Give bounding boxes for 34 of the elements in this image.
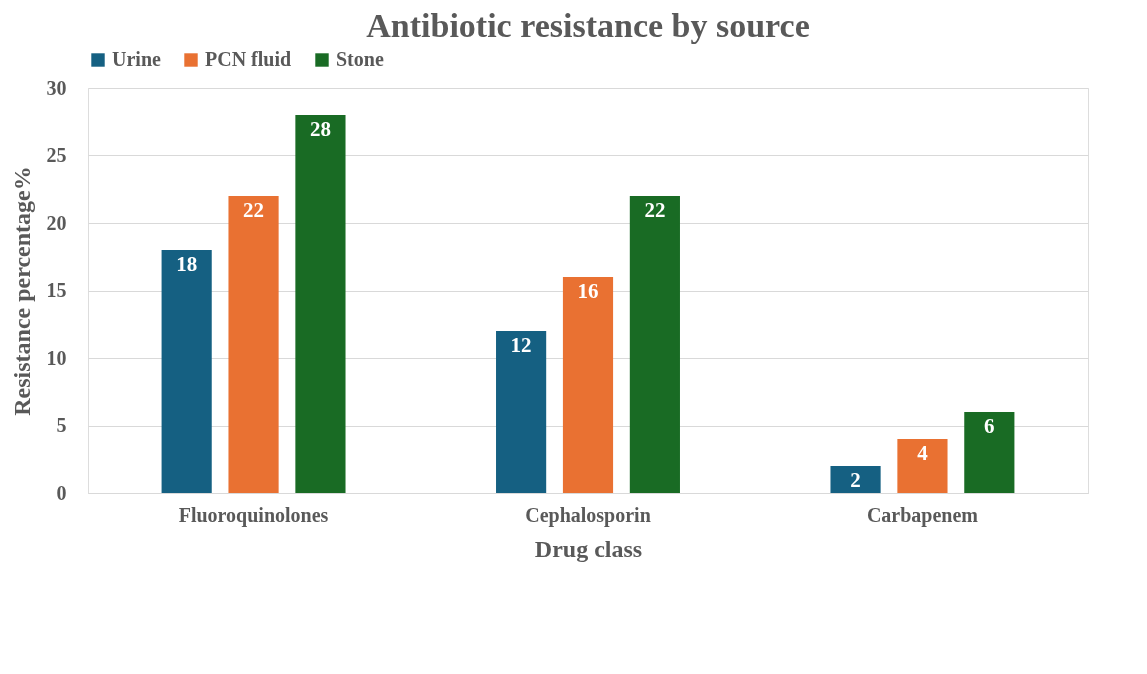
bar bbox=[161, 250, 212, 493]
bar bbox=[295, 115, 346, 493]
y-tick-label: 30 bbox=[46, 76, 67, 99]
y-tick-label: 5 bbox=[56, 414, 67, 436]
y-tick-label: 20 bbox=[46, 211, 67, 234]
bar bbox=[496, 331, 547, 493]
x-tick-label: Cephalosporin bbox=[525, 503, 651, 527]
y-axis-title: Resistance percentage% bbox=[8, 166, 35, 416]
legend-label: Stone bbox=[336, 48, 384, 70]
data-label: 4 bbox=[917, 441, 929, 465]
bar bbox=[830, 466, 881, 493]
bar bbox=[964, 412, 1015, 493]
legend-label: Urine bbox=[112, 48, 161, 70]
chart-title: Antibiotic resistance by source bbox=[366, 7, 810, 44]
y-tick-label: 15 bbox=[46, 279, 67, 301]
data-label: 28 bbox=[309, 117, 331, 141]
x-tick-label: Fluoroquinolones bbox=[178, 503, 329, 527]
bar bbox=[629, 196, 680, 493]
x-tick-label: Carbapenem bbox=[866, 503, 979, 527]
bar bbox=[897, 439, 948, 493]
data-label: 2 bbox=[850, 468, 861, 492]
data-label: 6 bbox=[984, 414, 995, 438]
bar bbox=[562, 277, 614, 493]
x-axis-title: Drug class bbox=[534, 535, 643, 562]
y-tick-label: 25 bbox=[46, 144, 67, 166]
data-label: 12 bbox=[510, 333, 532, 357]
data-label: 16 bbox=[577, 279, 599, 303]
data-label: 18 bbox=[176, 252, 198, 276]
y-tick-label: 10 bbox=[46, 346, 67, 369]
bar bbox=[228, 196, 279, 493]
legend-label: PCN fluid bbox=[205, 48, 292, 70]
y-tick-label: 0 bbox=[56, 481, 67, 504]
data-label: 22 bbox=[243, 198, 265, 222]
data-label: 22 bbox=[644, 198, 666, 222]
